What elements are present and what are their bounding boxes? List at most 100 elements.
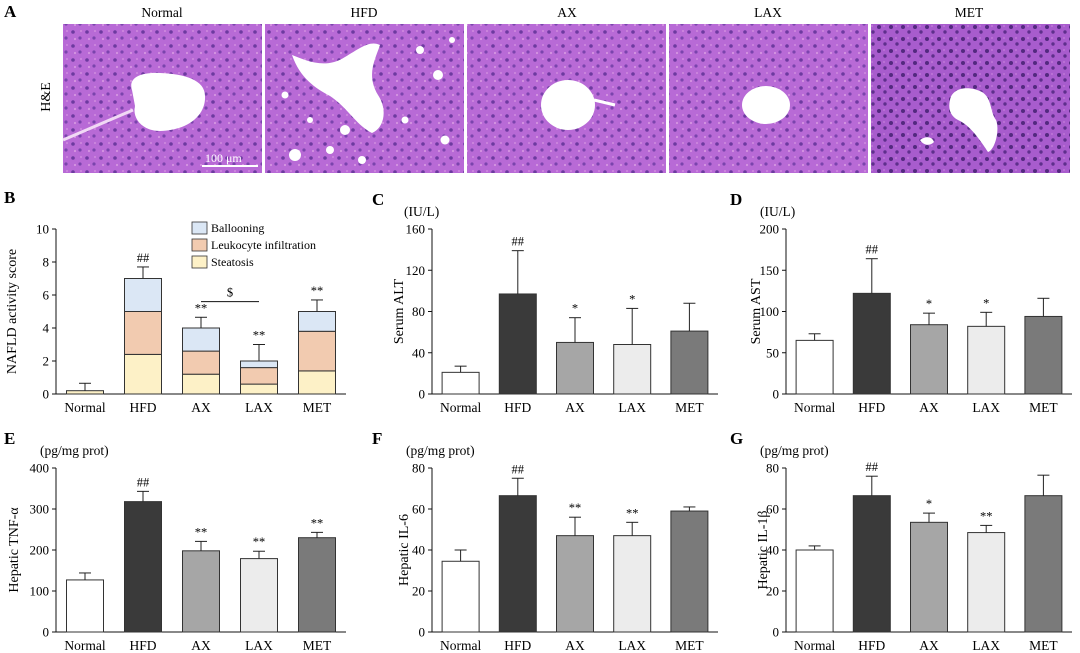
bar	[66, 579, 104, 633]
significance-label: **	[569, 501, 582, 515]
central-vein	[131, 72, 206, 131]
y-tick-label: 400	[30, 461, 50, 476]
x-tick-label: AX	[565, 400, 585, 415]
bar-segment-ballooning	[240, 360, 278, 369]
chart-panel-g: 0 20 40 60 80 Hepatic IL-1β (pg/mg prot) Normal…	[756, 443, 1072, 653]
y-axis-label: Serum ALT	[392, 278, 407, 344]
bar	[556, 341, 594, 395]
significance-label: *	[926, 297, 932, 311]
bar-segment-leukocyte	[240, 367, 278, 385]
y-tick-label: 60	[766, 502, 779, 517]
unit-label: (IU/L)	[760, 204, 795, 219]
significance-label: *	[629, 292, 635, 306]
significance-label: ##	[512, 462, 525, 476]
bar-segment-ballooning	[182, 327, 220, 352]
panel-C-letter: C	[372, 190, 384, 209]
y-tick-label: 160	[406, 222, 426, 237]
panel-E-letter: E	[4, 429, 15, 448]
bar	[1024, 495, 1063, 633]
x-tick-label: LAX	[618, 638, 646, 653]
y-tick-label: 40	[412, 543, 425, 558]
bar	[852, 292, 891, 395]
y-tick-label: 0	[43, 387, 50, 402]
y-axis-label: NAFLD activity score	[5, 249, 20, 374]
x-tick-label: Normal	[64, 638, 105, 653]
y-tick-label: 80	[412, 304, 425, 319]
y-tick-label: 120	[406, 263, 426, 278]
he-image-met: MET	[871, 5, 1070, 173]
bar-segment-ballooning	[298, 311, 336, 332]
x-tick-label: LAX	[245, 400, 273, 415]
y-tick-label: 0	[43, 625, 50, 640]
significance-label: *	[572, 302, 578, 316]
he-image-label-met: MET	[955, 5, 984, 20]
bar-segment-steatosis	[182, 373, 220, 395]
chart-panel-b: 0 2 4 6 8 10 NAFLD activity score Normal HFD AX LA…	[5, 222, 346, 415]
x-tick-label: Normal	[794, 400, 835, 415]
x-tick-label: AX	[919, 400, 939, 415]
x-tick-label: AX	[565, 638, 585, 653]
y-tick-label: 80	[766, 461, 779, 476]
bar-segment-steatosis	[66, 390, 104, 395]
panel-F-letter: F	[372, 429, 382, 448]
x-tick-label: Normal	[440, 638, 481, 653]
he-image-label-lax: LAX	[754, 5, 782, 20]
he-image-lax: LAX	[669, 5, 868, 173]
y-tick-label: 0	[419, 625, 426, 640]
x-tick-label: MET	[675, 638, 704, 653]
significance-label: *	[926, 497, 932, 511]
chart-panel-e: 0 100 200 300 400 Hepatic TNF-α (pg/mg prot) No…	[7, 443, 346, 653]
bar	[670, 510, 709, 633]
chart-panel-f: 0 20 40 60 80 Hepatic IL-6 (pg/mg prot) Normal H…	[397, 443, 718, 653]
significance-label: **	[980, 509, 993, 523]
panel-A-row-label: H&E	[39, 82, 54, 112]
significance-label: ##	[866, 243, 879, 257]
bar	[124, 501, 162, 633]
significance-label: **	[253, 329, 266, 343]
y-tick-label: 100	[760, 304, 780, 319]
central-vein	[949, 88, 998, 152]
y-tick-label: 200	[30, 543, 50, 558]
y-tick-label: 20	[412, 584, 425, 599]
panel-G-letter: G	[730, 429, 743, 448]
x-tick-label: MET	[1029, 638, 1058, 653]
x-tick-label: LAX	[245, 638, 273, 653]
y-tick-label: 60	[412, 502, 425, 517]
bar	[556, 535, 594, 633]
y-tick-label: 50	[766, 345, 779, 360]
x-tick-label: HFD	[858, 638, 885, 653]
x-tick-label: LAX	[618, 400, 646, 415]
significance-label: ##	[137, 475, 150, 489]
bar	[498, 495, 537, 633]
central-vein	[292, 43, 384, 133]
bar-segment-steatosis	[240, 383, 278, 395]
x-tick-label: MET	[1029, 400, 1058, 415]
chart-panel-c: 0 40 80 120 160 Serum ALT (IU/L) Normal HFD AX LAX…	[392, 204, 718, 415]
x-tick-label: Normal	[440, 400, 481, 415]
x-tick-label: HFD	[504, 638, 531, 653]
bar	[298, 537, 336, 633]
unit-label: (IU/L)	[404, 204, 439, 219]
panel-D-letter: D	[730, 190, 742, 209]
significance-label: ##	[512, 235, 525, 249]
unit-label: (pg/mg prot)	[760, 443, 829, 458]
legend-swatch-ballooning	[191, 221, 208, 235]
x-tick-label: LAX	[972, 400, 1000, 415]
central-vein	[742, 86, 790, 124]
x-tick-label: HFD	[129, 400, 156, 415]
significance-label: ##	[866, 460, 879, 474]
y-tick-label: 0	[419, 387, 426, 402]
bar	[240, 558, 278, 633]
y-tick-label: 150	[760, 263, 780, 278]
y-tick-label: 0	[773, 625, 780, 640]
y-tick-label: 2	[43, 354, 50, 369]
bar	[613, 344, 652, 395]
legend-swatch-leukocyte	[191, 238, 208, 252]
unit-label: (pg/mg prot)	[406, 443, 475, 458]
x-tick-label: HFD	[858, 400, 885, 415]
significance-label: **	[195, 525, 208, 539]
scale-bar-label: 100 μm	[205, 151, 242, 165]
x-tick-label: AX	[191, 638, 211, 653]
significance-label: **	[626, 506, 639, 520]
bar	[1024, 315, 1063, 395]
